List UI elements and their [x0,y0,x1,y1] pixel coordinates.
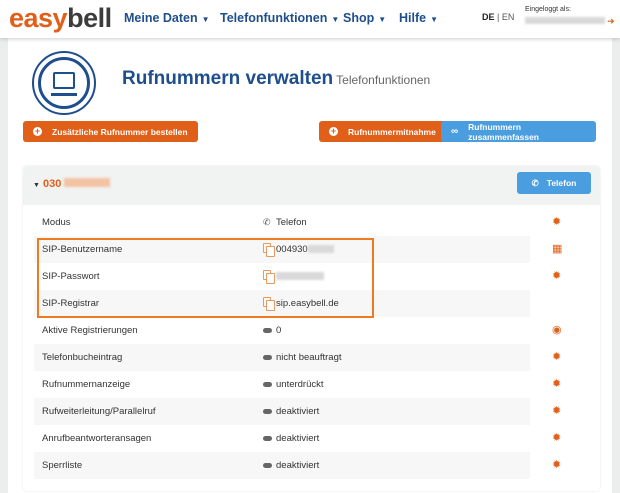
username-blurred [525,17,605,24]
settings-row: Rufweiterleitung/Parallelruf deaktiviert ✹ [34,398,561,425]
top-navigation: easybell Meine Daten ▼ Telefonfunktionen ▼… [0,0,620,38]
row-label: Modus [42,217,71,228]
row-value: deaktiviert [276,460,320,471]
row-label: Rufweiterleitung/Parallelruf [42,406,156,417]
lang-de[interactable]: DE [482,12,495,22]
settings-row: SIP-Registrar sip.easybell.de [34,290,530,317]
easybell-logo[interactable]: easybell [9,3,112,33]
status-pill-icon [263,328,272,333]
status-pill-icon [263,355,272,360]
blurred-value [276,272,324,281]
row-label: Rufnummernanzeige [42,379,131,390]
row-value: deaktiviert [276,433,320,444]
page-title: Rufnummern verwalten Telefonfunktionen [122,68,431,89]
language-switch: DE | EN [482,12,515,22]
merge-numbers-button[interactable]: ∞ Rufnummern zusammenfassen [441,121,596,142]
phone-icon: ✆ [531,177,539,188]
page-subtitle: Telefonfunktionen [336,73,431,87]
settings-row: SIP-Passwort ✹ [34,263,561,290]
settings-row: Sperrliste deaktiviert ✹ [34,452,561,479]
gear-icon[interactable]: ✹ [552,432,562,444]
gear-icon[interactable]: ✹ [552,216,562,228]
logout-icon[interactable]: ➜ [607,16,615,26]
settings-row: Rufnummernanzeige unterdrückt ✹ [34,371,561,398]
qr-code-icon[interactable]: ▦ [552,243,563,255]
nav-telefonfunktionen[interactable]: Telefonfunktionen ▼ [220,11,340,25]
gear-icon[interactable]: ✹ [552,378,562,390]
phone-number: 030 [43,178,62,190]
row-label: SIP-Passwort [42,271,100,282]
settings-row: Telefonbucheintrag nicht beauftragt ✹ [34,344,561,371]
gear-icon[interactable]: ✹ [552,459,562,471]
row-label: SIP-Registrar [42,298,100,309]
settings-row: Modus ✆ Telefon ✹ [34,209,561,236]
blurred-value [307,245,334,254]
row-value: sip.easybell.de [276,298,339,309]
caret-down-icon: ▼ [33,182,40,189]
number-card: ▼ 030 ✆ Telefon [23,166,600,491]
nav-shop[interactable]: Shop ▼ [343,11,387,25]
number-blurred [64,178,111,187]
gear-icon[interactable]: ✹ [552,351,562,363]
lang-en[interactable]: EN [501,12,515,22]
copy-icon[interactable] [263,297,275,311]
copy-icon[interactable] [263,270,275,284]
plus-icon: + [33,126,42,136]
settings-row: Aktive Registrierungen 0 ◉ [34,317,562,344]
row-value: nicht beauftragt [276,352,342,363]
row-value: 0 [276,325,282,336]
row-value [276,271,324,282]
row-label: SIP-Benutzername [42,244,123,255]
row-value: 004930 [276,244,334,255]
settings-row: Anrufbeantworteransagen deaktiviert ✹ [34,425,561,452]
settings-row: SIP-Benutzername 004930 ▦ [34,236,562,263]
gear-icon[interactable]: ✹ [552,270,562,282]
plus-icon: + [329,126,338,136]
number-porting-button[interactable]: + Rufnummermitnahme [319,121,446,142]
phone-icon: ✆ [263,217,271,227]
status-pill-icon [263,436,272,441]
status-pill-icon [263,382,272,387]
row-value: unterdrückt [276,379,324,390]
order-number-button[interactable]: + Zusätzliche Rufnummer bestellen [23,121,198,142]
copy-icon[interactable] [263,243,275,257]
sip-credentials-highlight [37,238,374,318]
row-label: Aktive Registrierungen [42,325,138,336]
login-info: Eingeloggt als: ➜ [525,6,615,26]
link-icon: ∞ [451,126,459,137]
telefon-button[interactable]: ✆ Telefon [517,172,591,194]
row-value: Telefon [276,217,307,228]
phone-features-emblem-icon [32,51,96,115]
nav-meine-daten[interactable]: Meine Daten ▼ [124,11,210,25]
status-pill-icon [263,409,272,414]
row-label: Telefonbucheintrag [42,352,123,363]
row-label: Anrufbeantworteransagen [42,433,152,444]
number-card-header[interactable]: ▼ 030 ✆ Telefon [23,166,600,205]
status-pill-icon [263,463,272,468]
row-label: Sperrliste [42,460,83,471]
nav-hilfe[interactable]: Hilfe ▼ [399,11,439,25]
row-value: deaktiviert [276,406,320,417]
gear-icon[interactable]: ✹ [552,405,562,417]
eye-icon[interactable]: ◉ [552,324,562,336]
